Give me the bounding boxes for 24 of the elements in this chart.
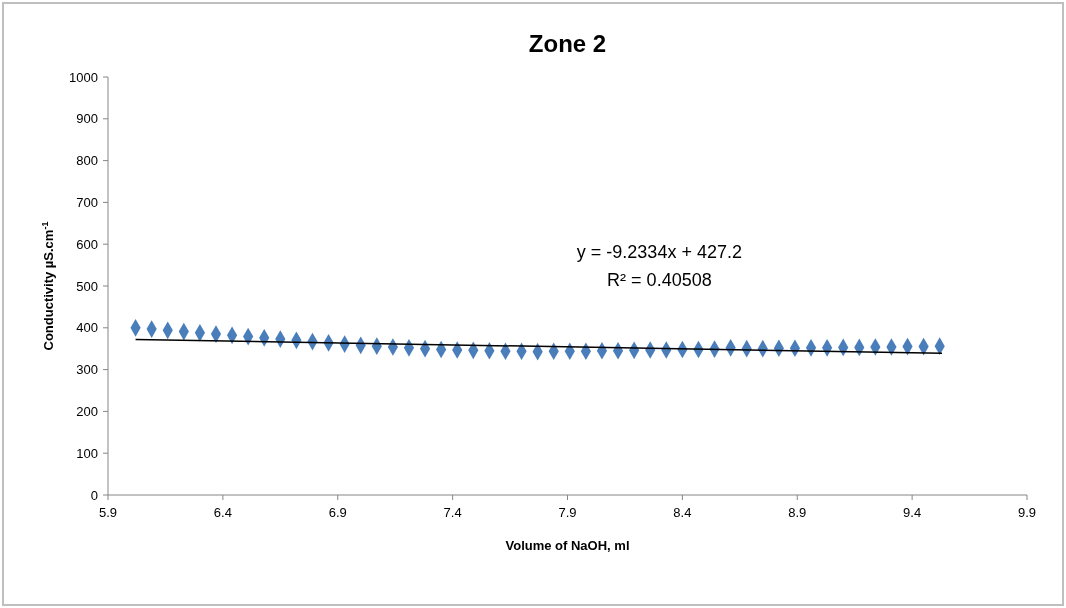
y-tick-label: 600: [76, 236, 98, 252]
x-axis-title: Volume of NaOH, ml: [505, 538, 630, 553]
x-tick-label: 5.9: [98, 505, 118, 520]
y-tick-label: 500: [76, 278, 98, 294]
annotation: y = -9.2334x + 427.2: [576, 242, 742, 262]
x-tick-label: 6.4: [213, 505, 232, 520]
y-tick-label: 1000: [69, 69, 98, 85]
x-tick-label: 9.4: [903, 505, 922, 520]
y-tick-label: 900: [76, 111, 98, 127]
x-tick-label: 8.9: [788, 505, 807, 520]
y-tick-label: 0: [90, 487, 98, 503]
x-tick-label: 7.4: [443, 505, 462, 520]
x-tick-label: 6.9: [328, 505, 347, 520]
y-tick-label: 200: [76, 403, 98, 419]
y-tick-label: 300: [76, 362, 98, 378]
x-tick-label: 9.9: [1017, 505, 1037, 520]
x-tick-label: 8.4: [673, 505, 692, 520]
chart-title: Zone 2: [528, 30, 607, 57]
x-tick-label: 7.9: [558, 505, 577, 520]
y-tick-label: 700: [76, 194, 98, 210]
annotation: R² = 0.40508: [607, 270, 712, 290]
y-tick-label: 800: [76, 153, 98, 169]
y-tick-label: 100: [76, 445, 98, 461]
y-tick-label: 400: [76, 320, 98, 336]
